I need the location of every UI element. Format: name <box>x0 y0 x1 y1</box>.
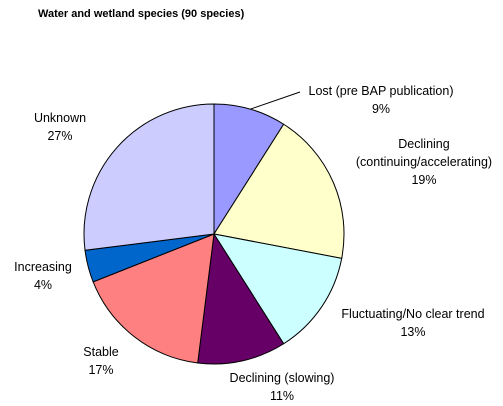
chart-title: Water and wetland species (90 species) <box>38 8 245 20</box>
slice-label-unknown: Unknown 27% <box>34 111 86 143</box>
pie-slice-fluctuating-no-clear-trend <box>212 233 343 345</box>
slice-label-fluctuating-no-clear-trend: Fluctuating/No clear trend 13% <box>341 307 484 339</box>
pie-slice-stable <box>92 233 215 364</box>
slice-label-increasing: Increasing 4% <box>14 260 72 292</box>
pie-slice-unknown <box>83 103 215 251</box>
slice-label-declining-slowing: Declining (slowing) 11% <box>230 371 335 403</box>
leader-line-lost <box>250 91 301 110</box>
pie-slice-declining-continuing-accelerating <box>213 123 345 259</box>
slice-label-stable: Stable 17% <box>83 345 118 377</box>
slice-label-lost-pre-bap-publication: Lost (pre BAP publication) 9% <box>309 84 454 116</box>
pie-slice-declining-slowing <box>197 232 285 365</box>
slice-label-declining-continuing-accelerating: Declining (continuing/accelerating) 19% <box>356 137 492 187</box>
